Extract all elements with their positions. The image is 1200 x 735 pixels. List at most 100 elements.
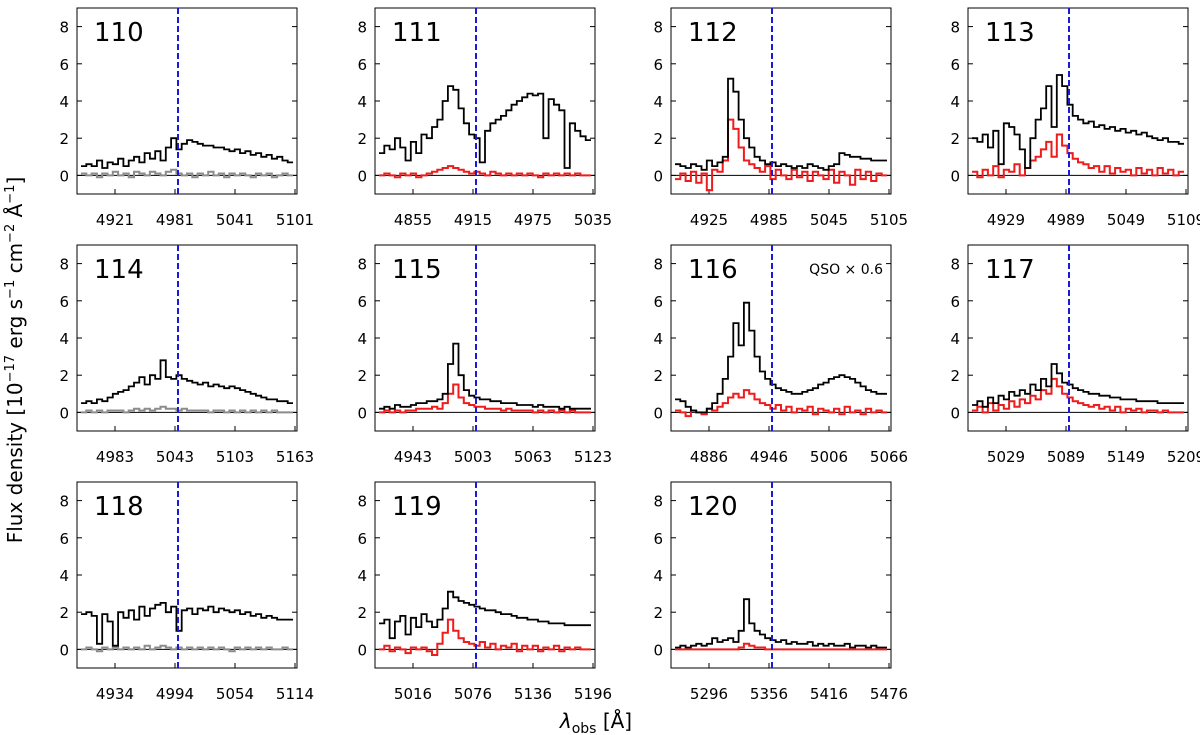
y-tick-label: 8 bbox=[357, 19, 367, 37]
series-secondary bbox=[379, 383, 591, 414]
x-tick-label: 5089 bbox=[1047, 448, 1085, 466]
x-tick-label: 5476 bbox=[870, 685, 908, 703]
series-secondary bbox=[675, 642, 887, 651]
y-tick-label: 4 bbox=[357, 330, 367, 348]
y-tick-label: 0 bbox=[59, 404, 69, 422]
series-primary bbox=[379, 342, 591, 410]
y-axis-label: Flux density [10−17 erg s−1 cm−2 Å−1] bbox=[3, 177, 27, 544]
x-tick-label: 4925 bbox=[690, 211, 728, 229]
series-secondary bbox=[379, 165, 591, 179]
series-secondary bbox=[81, 405, 293, 414]
x-tick-label: 5041 bbox=[216, 211, 254, 229]
panel-label: 114 bbox=[94, 255, 144, 285]
y-tick-label: 8 bbox=[653, 19, 663, 37]
x-tick-label: 5296 bbox=[690, 685, 728, 703]
x-tick-label: 5054 bbox=[216, 685, 254, 703]
y-tick-label: 4 bbox=[653, 567, 663, 585]
x-tick-label: 5136 bbox=[514, 685, 552, 703]
x-tick-label: 5049 bbox=[1107, 211, 1145, 229]
x-tick-label: 4943 bbox=[394, 448, 432, 466]
x-tick-label: 4915 bbox=[454, 211, 492, 229]
series-primary bbox=[81, 137, 293, 169]
series-secondary bbox=[379, 618, 591, 656]
panel-label: 119 bbox=[392, 492, 442, 522]
panel-label: 110 bbox=[94, 18, 144, 48]
panel-label: 118 bbox=[94, 492, 144, 522]
panel-annotation: QSO × 0.6 bbox=[809, 262, 883, 278]
series-primary bbox=[81, 359, 293, 404]
x-tick-label: 5103 bbox=[216, 448, 254, 466]
series-secondary bbox=[81, 644, 293, 653]
x-tick-label: 5105 bbox=[870, 211, 908, 229]
x-tick-label: 5035 bbox=[574, 211, 612, 229]
panel-label: 120 bbox=[688, 492, 738, 522]
x-tick-label: 5416 bbox=[810, 685, 848, 703]
y-tick-label: 4 bbox=[59, 93, 69, 111]
panel-label: 115 bbox=[392, 255, 442, 285]
x-tick-label: 4989 bbox=[1047, 211, 1085, 229]
y-tick-label: 2 bbox=[950, 130, 960, 148]
x-tick-label: 4855 bbox=[394, 211, 432, 229]
y-tick-label: 2 bbox=[59, 367, 69, 385]
panel-114: 0 2 4 6 8 4983 5043 5103 5163 114 bbox=[59, 244, 314, 466]
y-tick-label: 2 bbox=[357, 604, 367, 622]
y-tick-label: 4 bbox=[653, 330, 663, 348]
y-tick-label: 6 bbox=[59, 56, 69, 74]
series-secondary bbox=[972, 377, 1184, 414]
y-tick-label: 0 bbox=[653, 404, 663, 422]
x-tick-label: 5163 bbox=[276, 448, 314, 466]
y-tick-label: 0 bbox=[357, 641, 367, 659]
y-tick-label: 4 bbox=[59, 330, 69, 348]
panel-117: 0 2 4 6 8 5029 5089 5149 5209 117 bbox=[950, 244, 1200, 466]
y-tick-label: 6 bbox=[653, 530, 663, 548]
x-tick-label: 4975 bbox=[514, 211, 552, 229]
y-tick-label: 6 bbox=[357, 293, 367, 311]
panel-label: 116 bbox=[688, 255, 738, 285]
series-primary bbox=[81, 602, 293, 647]
x-tick-label: 4981 bbox=[156, 211, 194, 229]
panel-113: 0 2 4 6 8 4929 4989 5049 5109 113 bbox=[950, 7, 1200, 229]
y-tick-label: 2 bbox=[653, 367, 663, 385]
panel-112: 0 2 4 6 8 4925 4985 5045 5105 112 bbox=[653, 7, 908, 229]
y-tick-label: 8 bbox=[59, 256, 69, 274]
series-primary bbox=[379, 590, 591, 640]
x-tick-label: 4994 bbox=[156, 685, 194, 703]
panel-116: 0 2 4 6 8 4886 4946 5006 5066 116 QSO × 0.6 bbox=[653, 244, 908, 466]
series-secondary bbox=[81, 168, 293, 179]
y-tick-label: 6 bbox=[357, 56, 367, 74]
y-tick-label: 0 bbox=[357, 404, 367, 422]
y-tick-label: 6 bbox=[653, 293, 663, 311]
x-tick-label: 4886 bbox=[690, 448, 728, 466]
y-tick-label: 4 bbox=[59, 567, 69, 585]
panel-grid: 0 2 4 6 8 4921 4981 5041 5101 110 0 2 4 6 8 4855 4915 497… bbox=[59, 7, 1200, 703]
x-tick-label: 5101 bbox=[276, 211, 314, 229]
y-tick-label: 2 bbox=[357, 367, 367, 385]
x-tick-label: 4921 bbox=[96, 211, 134, 229]
series-primary bbox=[972, 363, 1184, 408]
y-tick-label: 2 bbox=[59, 604, 69, 622]
y-tick-label: 4 bbox=[357, 567, 367, 585]
x-tick-label: 5045 bbox=[810, 211, 848, 229]
x-tick-label: 5123 bbox=[574, 448, 612, 466]
y-tick-label: 8 bbox=[950, 19, 960, 37]
y-tick-label: 2 bbox=[59, 130, 69, 148]
x-tick-label: 5029 bbox=[987, 448, 1025, 466]
y-tick-label: 0 bbox=[357, 167, 367, 185]
x-tick-label: 5016 bbox=[394, 685, 432, 703]
x-tick-label: 4946 bbox=[750, 448, 788, 466]
x-tick-label: 4983 bbox=[96, 448, 134, 466]
y-tick-label: 8 bbox=[950, 256, 960, 274]
x-tick-label: 5043 bbox=[156, 448, 194, 466]
series-secondary bbox=[972, 133, 1184, 179]
y-tick-label: 0 bbox=[59, 167, 69, 185]
y-tick-label: 8 bbox=[59, 19, 69, 37]
panel-118: 0 2 4 6 8 4934 4994 5054 5114 118 bbox=[59, 481, 314, 703]
series-primary bbox=[675, 598, 887, 649]
panel-111: 0 2 4 6 8 4855 4915 4975 5035 111 bbox=[357, 7, 612, 229]
panel-label: 113 bbox=[985, 18, 1035, 48]
y-tick-label: 0 bbox=[59, 641, 69, 659]
y-tick-label: 6 bbox=[59, 293, 69, 311]
x-tick-label: 5006 bbox=[810, 448, 848, 466]
y-tick-label: 2 bbox=[950, 367, 960, 385]
